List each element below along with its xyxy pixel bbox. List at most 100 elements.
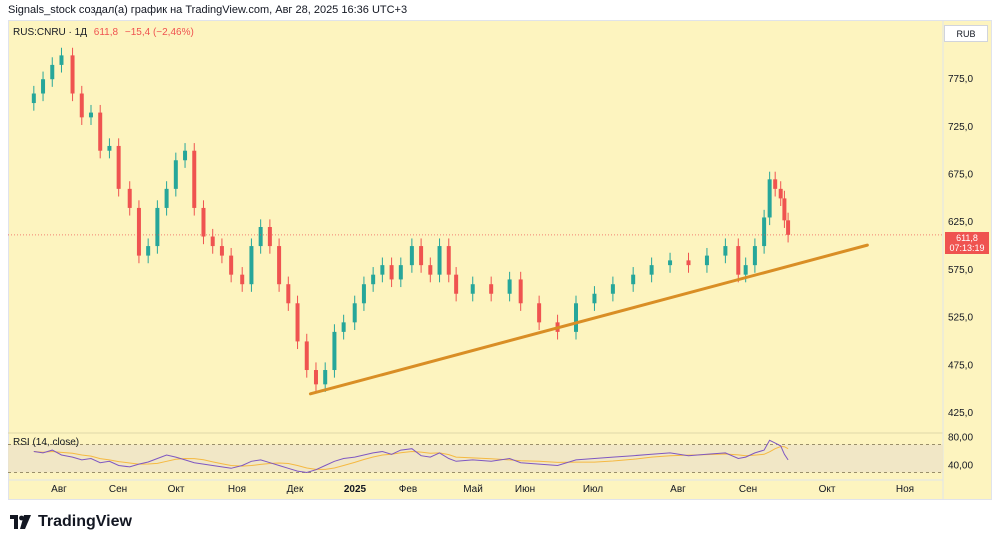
candle-body (736, 246, 741, 275)
candle-body (295, 303, 300, 342)
candle-body (773, 179, 778, 189)
candle-body (428, 265, 433, 275)
candle-body (155, 207, 160, 247)
candle-body (610, 284, 615, 294)
time-tick-label: Авг (51, 484, 67, 495)
current-price-tag: 611,8 07:13:19 (945, 232, 989, 254)
rsi-ma-line (33, 445, 789, 470)
price-tick-label: 475,0 (948, 360, 973, 371)
candle-body (127, 188, 132, 208)
candle-body (116, 145, 121, 189)
rsi-tick-label: 80,00 (948, 433, 973, 444)
last-price-label: 611,8 (93, 27, 119, 38)
candle-body (786, 220, 791, 235)
chart-attribution: Signals_stock создал(а) график на Tradin… (8, 4, 408, 16)
candle-body (173, 160, 178, 189)
price-tick-label: 625,0 (948, 217, 973, 228)
candle-body (592, 293, 597, 304)
bar-countdown: 07:13:19 (949, 243, 985, 253)
candle-body (192, 150, 197, 208)
candle-body (267, 227, 272, 247)
candle-body (470, 284, 475, 294)
candle-body (762, 217, 767, 247)
candle-body (210, 236, 215, 247)
candle-body (398, 265, 403, 280)
price-tick-label: 525,0 (948, 313, 973, 324)
candle-body (313, 370, 318, 385)
candle-body (778, 188, 783, 199)
time-tick-label: Окт (819, 484, 836, 495)
rsi-label: RSI (14, close) (13, 437, 80, 448)
time-tick-label: Июн (515, 484, 535, 495)
currency-button[interactable]: RUB (944, 25, 988, 42)
price-tick-label: 425,0 (948, 408, 973, 419)
price-change-label: −15,4 (−2,46%) (124, 27, 194, 38)
price-tick-label: 575,0 (948, 265, 973, 276)
candle-body (409, 246, 414, 266)
trendline (308, 243, 869, 396)
tradingview-logo-icon (10, 515, 31, 529)
candle-body (164, 188, 169, 208)
candle-body (277, 246, 282, 285)
price-tick-label: 675,0 (948, 170, 973, 181)
candle-body (668, 260, 673, 266)
price-tick-label: 775,0 (948, 74, 973, 85)
candle-body (767, 179, 772, 218)
time-tick-label: Окт (168, 484, 185, 495)
candle-body (723, 246, 728, 256)
candle-body (136, 207, 141, 256)
rsi-line (33, 439, 789, 474)
candle-body (70, 55, 75, 94)
time-tick-label: Фев (399, 484, 417, 495)
candle-body (649, 265, 654, 275)
candle-body (41, 79, 46, 94)
candle-body (454, 274, 459, 294)
time-tick-label: Сен (109, 484, 127, 495)
candle-body (50, 64, 55, 80)
candle-body (59, 55, 64, 65)
candle-body (380, 265, 385, 275)
time-tick-label: Авг (670, 484, 686, 495)
candle-body (352, 303, 357, 323)
candle-body (229, 255, 234, 275)
candle-body (107, 145, 112, 151)
time-tick-label: Ноя (228, 484, 246, 495)
chart-area[interactable] (8, 20, 992, 500)
candle-body (631, 274, 636, 285)
candle-body (304, 341, 309, 371)
candle-body (371, 274, 376, 285)
candle-body (361, 284, 366, 304)
candle-body (79, 93, 84, 118)
candle-body (249, 246, 254, 285)
tradingview-logo[interactable]: TradingView (10, 513, 132, 531)
candle-body (537, 303, 542, 323)
candle-body (98, 112, 103, 151)
candle-body (518, 279, 523, 304)
current-price-value: 611,8 (956, 233, 978, 243)
tradingview-logo-text: TradingView (38, 513, 132, 530)
candle-body (88, 112, 93, 118)
symbol-label: RUS:CNRU · 1Д (13, 27, 87, 38)
candle-body (240, 274, 245, 285)
candle-body (507, 279, 512, 294)
candle-body (389, 265, 394, 280)
time-tick-label: Июл (583, 484, 603, 495)
price-tick-label: 725,0 (948, 122, 973, 133)
candle-body (574, 303, 579, 332)
time-tick-label: Дек (287, 484, 304, 495)
time-tick-label: 2025 (344, 484, 367, 495)
candle-body (419, 246, 424, 266)
candle-body (183, 150, 188, 161)
candle-body (332, 331, 337, 371)
candle-body (704, 255, 709, 266)
candle-body (341, 322, 346, 332)
candle-body (201, 207, 206, 237)
time-tick-label: Сен (739, 484, 757, 495)
candle-body (286, 284, 291, 304)
time-tick-label: Май (463, 484, 483, 495)
symbol-legend: RUS:CNRU · 1Д 611,8 −15,4 (−2,46%) (13, 27, 194, 38)
candle-body (323, 370, 328, 385)
candle-body (489, 284, 494, 294)
candle-body (446, 246, 451, 275)
